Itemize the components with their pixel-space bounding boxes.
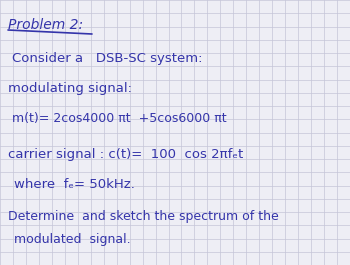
Text: Problem 2:: Problem 2: — [8, 18, 83, 32]
Text: where  fₑ= 50kHz.: where fₑ= 50kHz. — [14, 178, 135, 191]
Text: m(t)= 2cos4000 πt  +5cos6000 πt: m(t)= 2cos4000 πt +5cos6000 πt — [12, 112, 227, 125]
Text: modulating signal:: modulating signal: — [8, 82, 132, 95]
Text: modulated  signal.: modulated signal. — [14, 233, 131, 246]
Text: Consider a   DSB-SC system:: Consider a DSB-SC system: — [12, 52, 203, 65]
Text: carrier signal : c(t)=  100  cos 2πfₑt: carrier signal : c(t)= 100 cos 2πfₑt — [8, 148, 243, 161]
Text: Determine  and sketch the spectrum of the: Determine and sketch the spectrum of the — [8, 210, 279, 223]
